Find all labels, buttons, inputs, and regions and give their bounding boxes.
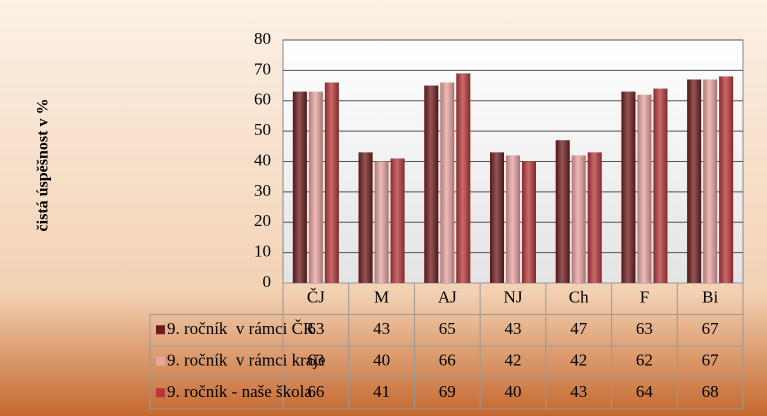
- table-value: 42: [505, 351, 522, 370]
- y-tick-label: 30: [254, 181, 271, 200]
- legend-label: 9. ročník - naše škola: [167, 382, 312, 401]
- y-axis-title: čistá úspěšnost v %: [35, 99, 52, 232]
- y-tick-label: 80: [254, 29, 271, 48]
- table-value: 67: [702, 351, 720, 370]
- table-value: 43: [505, 319, 522, 338]
- bar: [555, 140, 570, 283]
- table-value: 43: [373, 319, 390, 338]
- table-value: 66: [439, 351, 456, 370]
- y-tick-label: 70: [254, 59, 271, 78]
- table-value: 67: [702, 319, 720, 338]
- bar: [308, 91, 323, 283]
- table-value: 64: [636, 382, 654, 401]
- bar: [637, 94, 652, 283]
- legend-label: 9. ročník v rámci ČR: [167, 319, 315, 338]
- legend-label: 9. ročník v rámci kraje: [167, 351, 326, 370]
- table-value: 40: [373, 351, 390, 370]
- y-tick-label: 10: [254, 242, 271, 261]
- table-value: 43: [570, 382, 587, 401]
- bar: [440, 82, 455, 284]
- table-value: 68: [702, 382, 719, 401]
- table-value: 42: [570, 351, 587, 370]
- table-value: 63: [636, 319, 653, 338]
- table-value: 63: [307, 351, 324, 370]
- table-value: 41: [373, 382, 390, 401]
- bar: [292, 91, 307, 283]
- bar: [456, 73, 471, 283]
- legend-swatch: [156, 388, 165, 398]
- x-tick-label: Bi: [702, 288, 718, 307]
- bar: [587, 152, 602, 283]
- x-tick-label: Ch: [569, 288, 589, 307]
- x-tick-label: ČJ: [307, 288, 325, 307]
- table-value: 40: [505, 382, 522, 401]
- y-tick-label: 60: [254, 90, 271, 109]
- bar: [324, 82, 339, 284]
- y-tick-label: 40: [254, 150, 271, 169]
- table-value: 47: [570, 319, 588, 338]
- bar: [703, 79, 718, 283]
- table-value: 66: [307, 382, 324, 401]
- y-tick-label: 50: [254, 120, 271, 139]
- table-value: 65: [439, 319, 456, 338]
- table-value: 69: [439, 382, 456, 401]
- bar: [522, 161, 536, 283]
- bar: [358, 152, 373, 283]
- table-value: 62: [636, 351, 653, 370]
- bar: [490, 152, 504, 283]
- x-tick-label: NJ: [504, 288, 523, 307]
- legend-swatch: [156, 356, 165, 366]
- bar: [390, 158, 405, 283]
- bar: [424, 85, 439, 283]
- x-tick-label: M: [374, 288, 389, 307]
- bar: [621, 91, 636, 283]
- x-tick-label: AJ: [438, 288, 457, 307]
- bar: [506, 155, 520, 283]
- x-tick-label: F: [640, 288, 649, 307]
- bar: [719, 76, 734, 283]
- bar: [687, 79, 702, 283]
- bar: [653, 88, 668, 283]
- y-tick-label: 20: [254, 211, 271, 230]
- bar: [571, 155, 586, 283]
- bar: [374, 161, 389, 283]
- legend-swatch: [156, 325, 165, 335]
- table-value: 63: [307, 319, 324, 338]
- y-tick-label: 0: [263, 272, 272, 291]
